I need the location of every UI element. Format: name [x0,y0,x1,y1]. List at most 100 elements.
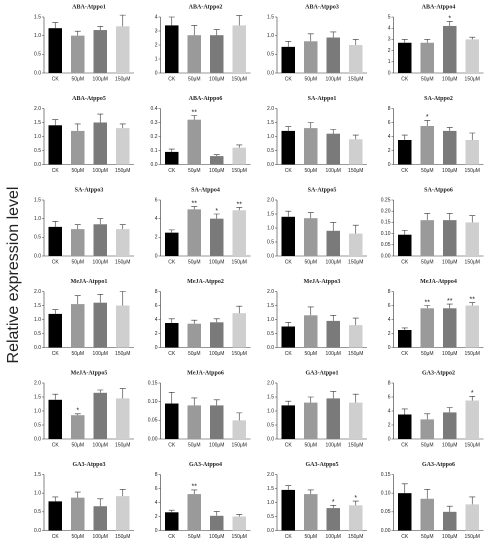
significance-mark: ** [192,109,198,116]
significance-mark: ** [470,297,476,304]
y-tick-label: 1.0 [34,408,41,414]
bar [349,139,363,165]
y-tick-label: 1.0 [34,216,41,222]
panel-title: ABA-Atppo5 [72,96,106,102]
error-bar [446,127,453,131]
bar [398,234,412,256]
y-tick-label: 0.3 [151,120,158,126]
bar [326,133,340,165]
y-tick-label: 6 [388,120,391,126]
x-tick-label: 50μM [71,351,84,357]
error-bar [213,154,220,157]
y-tick-label: 0.0 [267,345,274,351]
x-tick-label: 150μM [348,76,363,82]
y-tick-label: 6 [155,303,158,309]
error-bar [52,309,59,314]
y-tick-label: 1.0 [267,317,274,323]
bar [93,302,107,348]
y-tick-label: 1.5 [34,197,41,203]
x-tick-label: 50μM [304,168,317,174]
error-bar [191,115,198,120]
y-tick-label: 1.5 [34,472,41,478]
y-tick-label: 1.0 [267,134,274,140]
bar [420,220,434,256]
y-tick-label: 4 [388,317,391,323]
error-bar [401,408,408,415]
x-tick-label: CK [401,168,409,174]
bar [232,516,246,531]
x-tick-label: 100μM [93,168,108,174]
error-bar [52,220,59,227]
x-tick-label: 50μM [71,534,84,540]
x-tick-label: 150μM [465,442,480,448]
significance-mark: * [332,499,335,506]
y-tick-label: 6 [388,303,391,309]
bar [349,233,363,256]
bar [187,494,201,531]
y-tick-label: 0.10 [381,490,391,496]
error-bar [285,40,292,47]
y-tick-label: 2 [388,148,391,154]
error-bar [469,132,476,140]
y-tick-label: 0.0 [267,436,274,442]
bar [443,25,457,73]
x-tick-label: CK [285,168,293,174]
y-tick-label: 4 [155,14,158,20]
bar [48,226,62,256]
bar [210,156,224,165]
x-tick-label: CK [52,259,60,265]
x-tick-label: 50μM [71,259,84,265]
error-bar [352,317,359,326]
y-tick-label: 0.05 [381,509,391,515]
y-tick-label: 1.0 [34,490,41,496]
bar [326,508,340,531]
x-tick-label: 100μM [209,442,224,448]
error-bar [236,305,243,314]
error-bar [285,485,292,490]
bar [398,330,412,348]
panel-title: ABA-Atppo3 [305,4,339,10]
y-tick-label: 8 [388,380,391,386]
x-tick-label: CK [168,351,176,357]
x-tick-label: CK [401,351,409,357]
x-tick-label: 100μM [442,168,457,174]
bar [420,42,434,73]
error-bar [97,218,104,225]
error-bar [352,500,359,506]
bar [116,398,130,439]
bar [165,232,179,256]
error-bar [424,39,431,43]
bar [71,415,85,439]
bar [187,119,201,165]
y-tick-label: 0 [388,70,391,76]
error-bar [213,213,220,219]
x-tick-label: CK [401,442,409,448]
y-tick-label: 2 [155,331,158,337]
y-tick-label: 4 [388,134,391,140]
y-tick-label: 2.0 [34,289,41,295]
x-tick-label: 100μM [326,168,341,174]
y-tick-label: 0.5 [267,514,274,520]
error-bar [469,302,476,306]
bar [93,506,107,531]
bar [326,398,340,439]
y-tick-label: 1.0 [267,500,274,506]
y-tick-label: 0.00 [381,528,391,534]
y-tick-label: 1.5 [267,211,274,217]
y-tick-label: 0.0 [267,162,274,168]
panel-title: SA-Atppo2 [424,96,453,102]
y-tick-label: 2.0 [267,380,274,386]
error-bar [307,122,314,129]
bar [304,494,318,531]
x-tick-label: CK [285,534,293,540]
significance-mark: ** [237,201,243,208]
bar [443,412,457,439]
error-bar [97,26,104,31]
panel-title: GA3-Atppo1 [305,370,338,376]
bar [398,414,412,439]
x-tick-label: CK [285,76,293,82]
bar [304,218,318,256]
x-tick-label: 100μM [93,442,108,448]
panel-title: MeJA-Atppo1 [71,279,108,285]
bar [281,46,295,73]
